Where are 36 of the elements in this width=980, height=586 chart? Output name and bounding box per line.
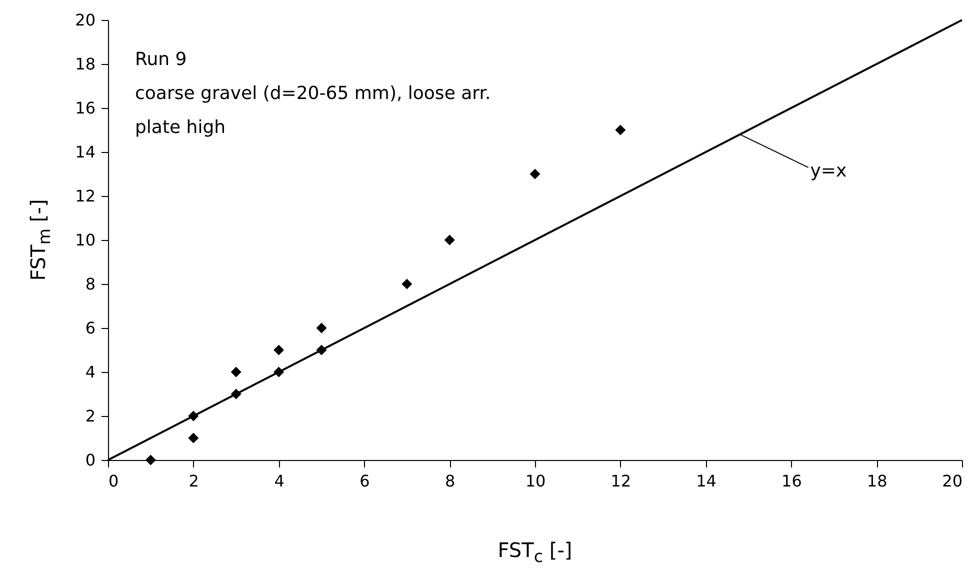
annotation: plate high bbox=[135, 117, 226, 138]
y-tick-label: 2 bbox=[85, 406, 96, 426]
annotation: y=x bbox=[810, 160, 848, 182]
y-tick-label: 16 bbox=[75, 98, 96, 118]
x-tick-label: 2 bbox=[188, 472, 199, 490]
point bbox=[530, 168, 540, 180]
y-tick-label: 0 bbox=[85, 450, 96, 470]
point bbox=[316, 322, 327, 334]
point bbox=[230, 366, 242, 378]
y-tick-label: 10 bbox=[75, 230, 96, 250]
x-tick-label: 12 bbox=[610, 472, 632, 490]
point bbox=[145, 454, 156, 466]
x-tick-label: 18 bbox=[866, 472, 888, 490]
point bbox=[402, 278, 412, 290]
x-tick-label: 4 bbox=[274, 472, 284, 490]
x-tick-label: 0 bbox=[108, 472, 119, 490]
point bbox=[188, 432, 199, 444]
y-tick-label: 12 bbox=[75, 186, 96, 206]
x-tick-label: 20 bbox=[942, 472, 962, 490]
annotation: Run 9 bbox=[135, 49, 187, 70]
y-tick-label: 6 bbox=[85, 318, 96, 338]
x-axis-title: FST$_{c}$ [-] bbox=[496, 538, 574, 566]
x-tick-label: 10 bbox=[525, 472, 546, 490]
point bbox=[274, 344, 284, 356]
x-tick-label: 8 bbox=[445, 472, 456, 490]
x-tick-label: 14 bbox=[696, 472, 716, 490]
x-tick-label: 6 bbox=[360, 472, 370, 490]
x-tick-label: 16 bbox=[782, 472, 802, 490]
y-tick-label: 18 bbox=[75, 54, 96, 74]
y-tick-label: 20 bbox=[75, 10, 96, 30]
y-tick-label: 8 bbox=[85, 274, 96, 294]
y-tick-label: 14 bbox=[75, 142, 96, 162]
y-tick-label: 4 bbox=[85, 362, 96, 382]
point bbox=[615, 124, 626, 136]
annotation: coarse gravel (d=20-65 mm), loose arr. bbox=[135, 83, 491, 104]
point bbox=[444, 234, 455, 246]
